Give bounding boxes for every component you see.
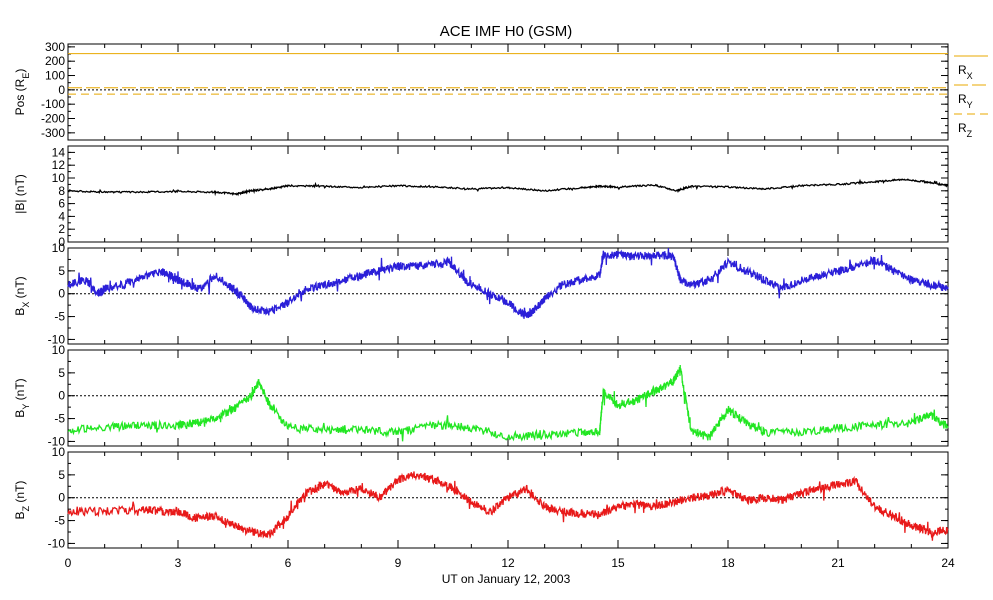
x-tick-label: 24 — [941, 556, 955, 570]
y-tick-label: 300 — [45, 40, 65, 54]
y-axis-title: BY (nT) — [13, 378, 31, 417]
x-tick-label: 9 — [395, 556, 402, 570]
panel-frame — [67, 349, 949, 447]
y-tick-label: -10 — [48, 332, 66, 346]
y-tick-label: 10 — [52, 343, 66, 357]
panel-frame — [67, 247, 949, 345]
y-tick-label: 14 — [52, 145, 66, 159]
series-line-panel-1 — [67, 178, 949, 197]
y-tick-label: 2 — [58, 222, 65, 236]
x-tick-label: 18 — [721, 556, 735, 570]
y-tick-label: -10 — [48, 536, 66, 550]
y-tick-label: -5 — [54, 514, 65, 528]
x-tick-label: 3 — [175, 556, 182, 570]
y-tick-label: -100 — [41, 97, 65, 111]
series-line-panel-3 — [67, 364, 949, 442]
x-tick-label: 12 — [501, 556, 515, 570]
chart-title: ACE IMF H0 (GSM) — [440, 23, 573, 40]
legend-label-rx: RX — [958, 63, 973, 81]
x-tick-label: 0 — [65, 556, 72, 570]
y-tick-label: 5 — [58, 264, 65, 278]
y-tick-label: -200 — [41, 112, 65, 126]
y-tick-label: 5 — [58, 468, 65, 482]
y-tick-label: 12 — [52, 158, 66, 172]
x-tick-label: 15 — [611, 556, 625, 570]
y-tick-label: -10 — [48, 434, 66, 448]
y-tick-label: -5 — [54, 412, 65, 426]
y-tick-label: -300 — [41, 126, 65, 140]
panel-frame — [67, 43, 949, 141]
y-axis-title: Pos (RE) — [13, 69, 31, 116]
y-tick-label: 0 — [58, 235, 65, 249]
y-tick-label: 0 — [58, 287, 65, 301]
y-tick-label: 0 — [58, 389, 65, 403]
y-tick-label: 10 — [52, 171, 66, 185]
y-tick-label: 100 — [45, 69, 65, 83]
y-tick-label: 6 — [58, 197, 65, 211]
legend-label-rz: RZ — [958, 121, 973, 139]
y-axis-title: BX (nT) — [13, 276, 31, 315]
y-tick-label: 5 — [58, 366, 65, 380]
x-axis-title: UT on January 12, 2003 — [442, 572, 571, 586]
y-axis-title: BZ (nT) — [13, 481, 31, 520]
y-tick-label: 10 — [52, 445, 66, 459]
y-axis-title: |B| (nT) — [13, 174, 27, 214]
y-tick-label: 10 — [52, 241, 66, 255]
x-tick-label: 21 — [831, 556, 845, 570]
y-tick-label: 200 — [45, 54, 65, 68]
y-tick-label: 8 — [58, 184, 65, 198]
series-line-panel-4 — [67, 471, 949, 541]
legend-label-ry: RY — [958, 92, 973, 110]
y-tick-label: 0 — [58, 491, 65, 505]
y-tick-label: 4 — [58, 209, 65, 223]
x-tick-label: 6 — [285, 556, 292, 570]
y-tick-label: -5 — [54, 310, 65, 324]
series-line-panel-2 — [67, 247, 949, 319]
y-tick-label: 0 — [58, 83, 65, 97]
panel-frame — [67, 145, 949, 243]
